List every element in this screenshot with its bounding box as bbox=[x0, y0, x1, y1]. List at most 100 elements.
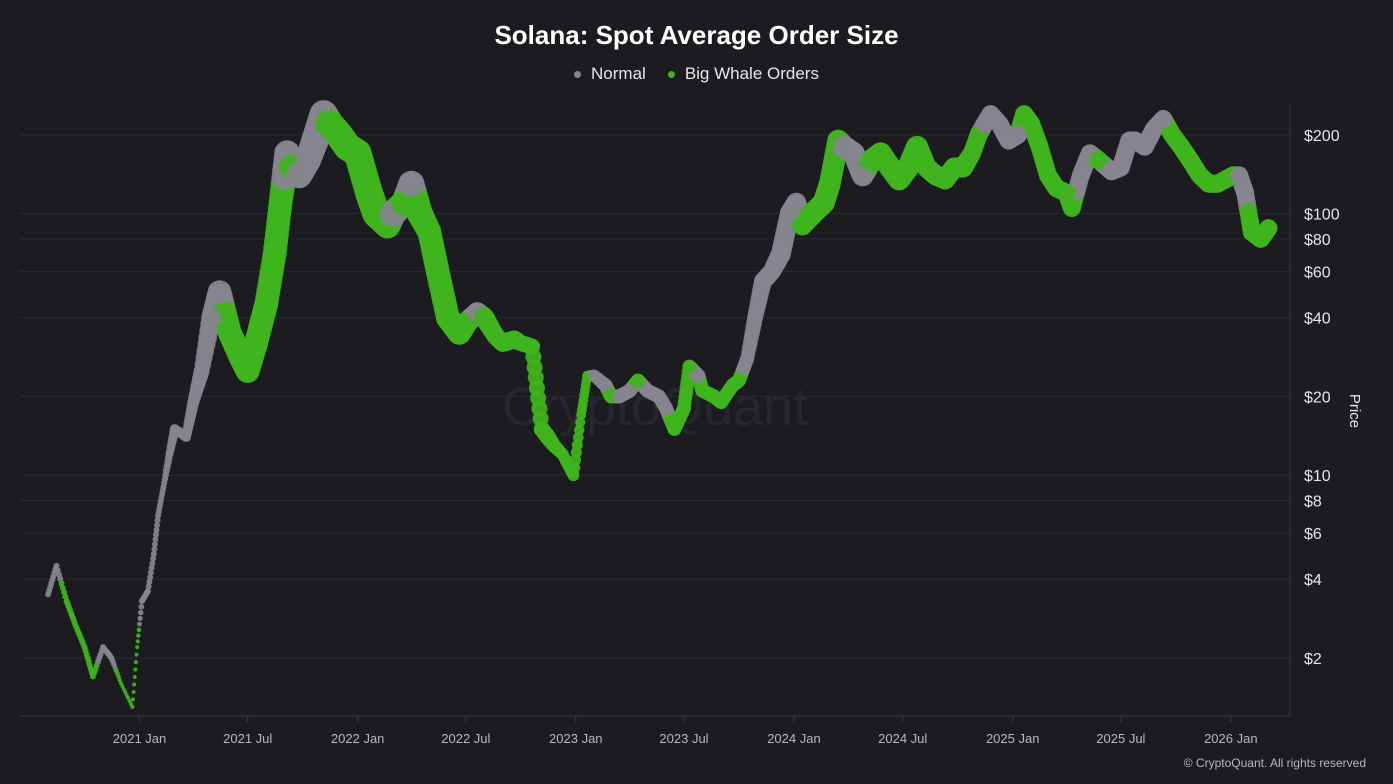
dot-fill bbox=[117, 678, 122, 683]
dot-fill bbox=[136, 633, 141, 638]
big-whale-point bbox=[576, 409, 587, 420]
normal-point bbox=[108, 654, 115, 661]
x-tick-label: 2025 Jul bbox=[1096, 731, 1145, 746]
big-whale-point bbox=[556, 448, 569, 461]
x-tick-label: 2024 Jan bbox=[767, 731, 821, 746]
dot-fill bbox=[138, 603, 145, 610]
normal-point bbox=[53, 562, 60, 569]
normal-point bbox=[144, 588, 151, 595]
dot-fill bbox=[130, 697, 135, 702]
dot-fill bbox=[133, 667, 138, 672]
big-whale-point bbox=[1030, 137, 1049, 156]
x-tick-label: 2024 Jul bbox=[878, 731, 927, 746]
big-whale-point bbox=[71, 620, 78, 627]
dot-fill bbox=[135, 639, 140, 644]
normal-point bbox=[1135, 137, 1154, 156]
big-whale-point bbox=[731, 373, 746, 388]
big-whale-point bbox=[81, 644, 88, 651]
normal-point bbox=[1230, 166, 1249, 185]
legend-dot-normal bbox=[574, 70, 582, 78]
big-whale-point bbox=[812, 191, 835, 214]
big-whale-point bbox=[667, 422, 682, 437]
big-whale-point bbox=[953, 157, 974, 178]
normal-point bbox=[1009, 125, 1028, 144]
y-axis-label: Price bbox=[1346, 394, 1363, 428]
big-whale-point bbox=[567, 469, 580, 482]
legend-label-normal: Normal bbox=[591, 64, 646, 83]
normal-point bbox=[169, 424, 180, 435]
y-tick-label: $10 bbox=[1304, 468, 1331, 485]
big-whale-point bbox=[254, 292, 279, 317]
normal-point bbox=[598, 378, 613, 393]
big-whale-point bbox=[119, 681, 124, 686]
normal-point bbox=[1154, 109, 1173, 128]
big-whale-point bbox=[818, 172, 841, 195]
big-whale-point bbox=[1089, 151, 1108, 170]
legend-label-big-whale: Big Whale Orders bbox=[684, 64, 819, 83]
dot-fill bbox=[132, 682, 137, 687]
x-tick-label: 2023 Jan bbox=[549, 731, 603, 746]
dot-fill bbox=[147, 574, 154, 581]
big-whale-point bbox=[695, 383, 710, 398]
big-whale-point bbox=[244, 330, 269, 355]
dot-fill bbox=[152, 531, 159, 538]
normal-point bbox=[640, 383, 655, 398]
x-tick-label: 2025 Jan bbox=[986, 731, 1040, 746]
dot-fill bbox=[573, 424, 585, 436]
legend-item-big-whale-orders[interactable]: Big Whale Orders bbox=[667, 64, 819, 84]
dot-fill bbox=[137, 609, 144, 616]
dot-fill bbox=[151, 541, 158, 548]
normal-point bbox=[842, 142, 865, 165]
normal-point bbox=[1236, 183, 1255, 202]
chart-title: Solana: Spot Average Order Size bbox=[494, 20, 899, 50]
y-tick-label: $60 bbox=[1304, 265, 1331, 282]
normal-point bbox=[193, 363, 210, 380]
normal-point bbox=[207, 280, 232, 305]
normal-point bbox=[786, 192, 807, 213]
big-whale-point bbox=[1172, 137, 1191, 156]
y-tick-label: $6 bbox=[1304, 526, 1322, 543]
x-tick-label: 2021 Jul bbox=[223, 731, 272, 746]
y-tick-label: $40 bbox=[1304, 311, 1331, 328]
y-tick-label: $100 bbox=[1304, 207, 1340, 224]
normal-point bbox=[990, 114, 1009, 133]
dot-fill bbox=[575, 417, 586, 428]
normal-point bbox=[150, 550, 157, 557]
normal-point bbox=[201, 307, 222, 328]
big-whale-point bbox=[130, 704, 135, 709]
big-whale-point bbox=[425, 259, 450, 284]
normal-point bbox=[155, 512, 162, 519]
dot-fill bbox=[136, 627, 142, 633]
normal-point bbox=[160, 484, 167, 491]
big-whale-point bbox=[406, 200, 433, 227]
big-whale-point bbox=[1038, 166, 1057, 185]
dot-fill bbox=[146, 578, 153, 585]
normal-point bbox=[1111, 158, 1130, 177]
normal-point bbox=[588, 369, 601, 382]
dot-fill bbox=[131, 689, 136, 694]
big-whale-point bbox=[63, 598, 70, 605]
dot-fill bbox=[154, 517, 161, 524]
dot-fill bbox=[132, 675, 137, 680]
normal-point bbox=[181, 431, 192, 442]
big-whale-point bbox=[630, 373, 645, 388]
normal-point bbox=[295, 147, 322, 174]
normal-point bbox=[691, 368, 706, 383]
normal-point bbox=[747, 309, 764, 326]
y-tick-label: $8 bbox=[1304, 493, 1322, 510]
x-tick-label: 2021 Jan bbox=[113, 731, 167, 746]
normal-point bbox=[138, 598, 145, 605]
y-tick-label: $200 bbox=[1304, 128, 1340, 145]
big-whale-point bbox=[682, 359, 697, 374]
big-whale-point bbox=[135, 645, 140, 650]
dot-fill bbox=[154, 522, 161, 529]
normal-point bbox=[622, 383, 637, 398]
legend-item-normal[interactable]: Normal bbox=[574, 64, 646, 84]
y-tick-label: $2 bbox=[1304, 651, 1322, 668]
big-whale-point bbox=[262, 242, 287, 267]
legend: Normal Big Whale Orders bbox=[0, 64, 1393, 84]
normal-point bbox=[651, 389, 666, 404]
dot-fill bbox=[148, 564, 155, 571]
big-whale-point bbox=[906, 135, 929, 158]
big-whale-point bbox=[524, 338, 541, 355]
